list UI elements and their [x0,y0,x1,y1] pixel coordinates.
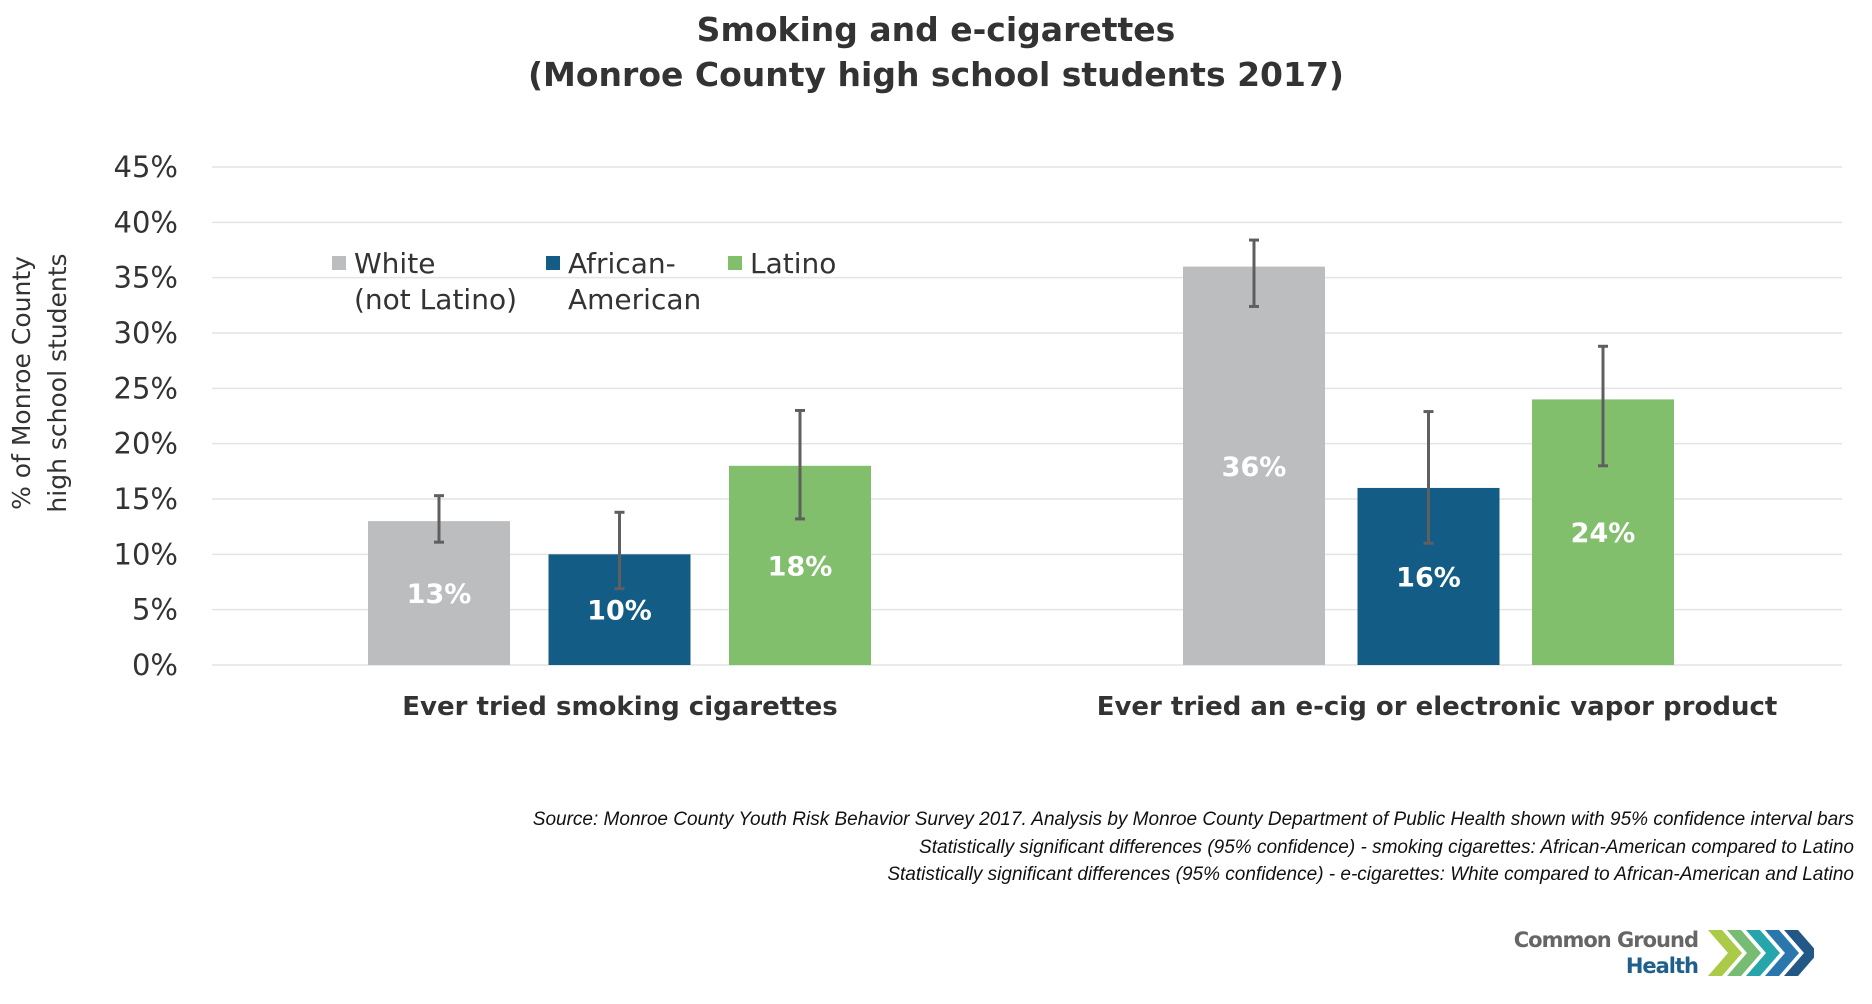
y-tick-label: 40% [114,205,178,239]
chevron-shape [1746,930,1780,976]
legend-label: White [354,247,435,280]
data-label: 18% [768,551,833,582]
legend-label: (not Latino) [354,283,517,316]
common-ground-health-logo: Common Ground Health [1508,926,1818,980]
data-label: 10% [587,596,652,627]
legend-item: African-American [546,247,701,316]
chart-title-line-2: (Monroe County high school students 2017… [527,55,1345,94]
y-tick-label: 25% [114,371,178,405]
logo-text-line-1: Common Ground [1513,928,1699,952]
legend-item: Latino [728,247,836,280]
y-axis-label-line-2: high school students [43,253,72,512]
chevron-shape [1727,930,1761,976]
bar [368,521,510,665]
category-label: Ever tried an e-cig or electronic vapor … [1097,692,1778,722]
error-bars [434,238,1608,591]
legend-swatch [546,256,560,270]
y-tick-label: 5% [132,593,178,627]
legend-swatch [728,256,742,270]
y-tick-label: 45% [114,150,178,184]
y-tick-label: 30% [114,316,178,350]
y-tick-label: 0% [132,648,178,682]
legend-label: Latino [750,247,836,280]
data-label: 36% [1222,452,1287,483]
significance-note-smoking: Statistically significant differences (9… [919,836,1854,858]
data-label: 16% [1396,562,1461,593]
y-tick-label: 20% [114,427,178,461]
chevron-shape [1784,930,1814,976]
legend: White(not Latino) African-American Latino [332,247,836,316]
chevron-arrows-icon [1708,930,1814,976]
chart-title-line-1: Smoking and e-cigarettes [696,10,1176,49]
y-tick-label: 10% [114,537,178,571]
bar-chart: 0% 5% 10% 15% 20% 25% 30% 35% 40% 45% % of Monroe… [7,150,1842,722]
legend-item: White(not Latino) [332,247,517,316]
category-labels: Ever tried smoking cigarettes Ever tried … [402,692,1777,722]
bar [1183,266,1325,665]
y-tick-label: 35% [114,261,178,295]
legend-label: American [568,283,701,316]
y-axis-label-line-1: % of Monroe County [7,256,36,510]
data-labels: 13% 10% 18% 36% 16% 24% [407,452,1636,627]
y-tick-label: 15% [114,482,178,516]
y-axis-ticks: 0% 5% 10% 15% 20% 25% 30% 35% 40% 45% [114,150,178,682]
legend-label: African- [568,247,676,280]
logo-text-line-2: Health [1625,954,1699,978]
data-label: 24% [1571,518,1636,549]
source-note: Source: Monroe County Youth Risk Behavio… [532,809,1854,830]
footnotes: Source: Monroe County Youth Risk Behavio… [533,806,1854,889]
legend-swatch [332,256,346,270]
chevron-shape [1765,930,1799,976]
category-label: Ever tried smoking cigarettes [402,692,837,722]
chevron-shape [1708,930,1742,976]
bars [368,266,1674,665]
significance-note-ecig: Statistically significant differences (9… [887,864,1854,885]
data-label: 13% [407,579,472,610]
